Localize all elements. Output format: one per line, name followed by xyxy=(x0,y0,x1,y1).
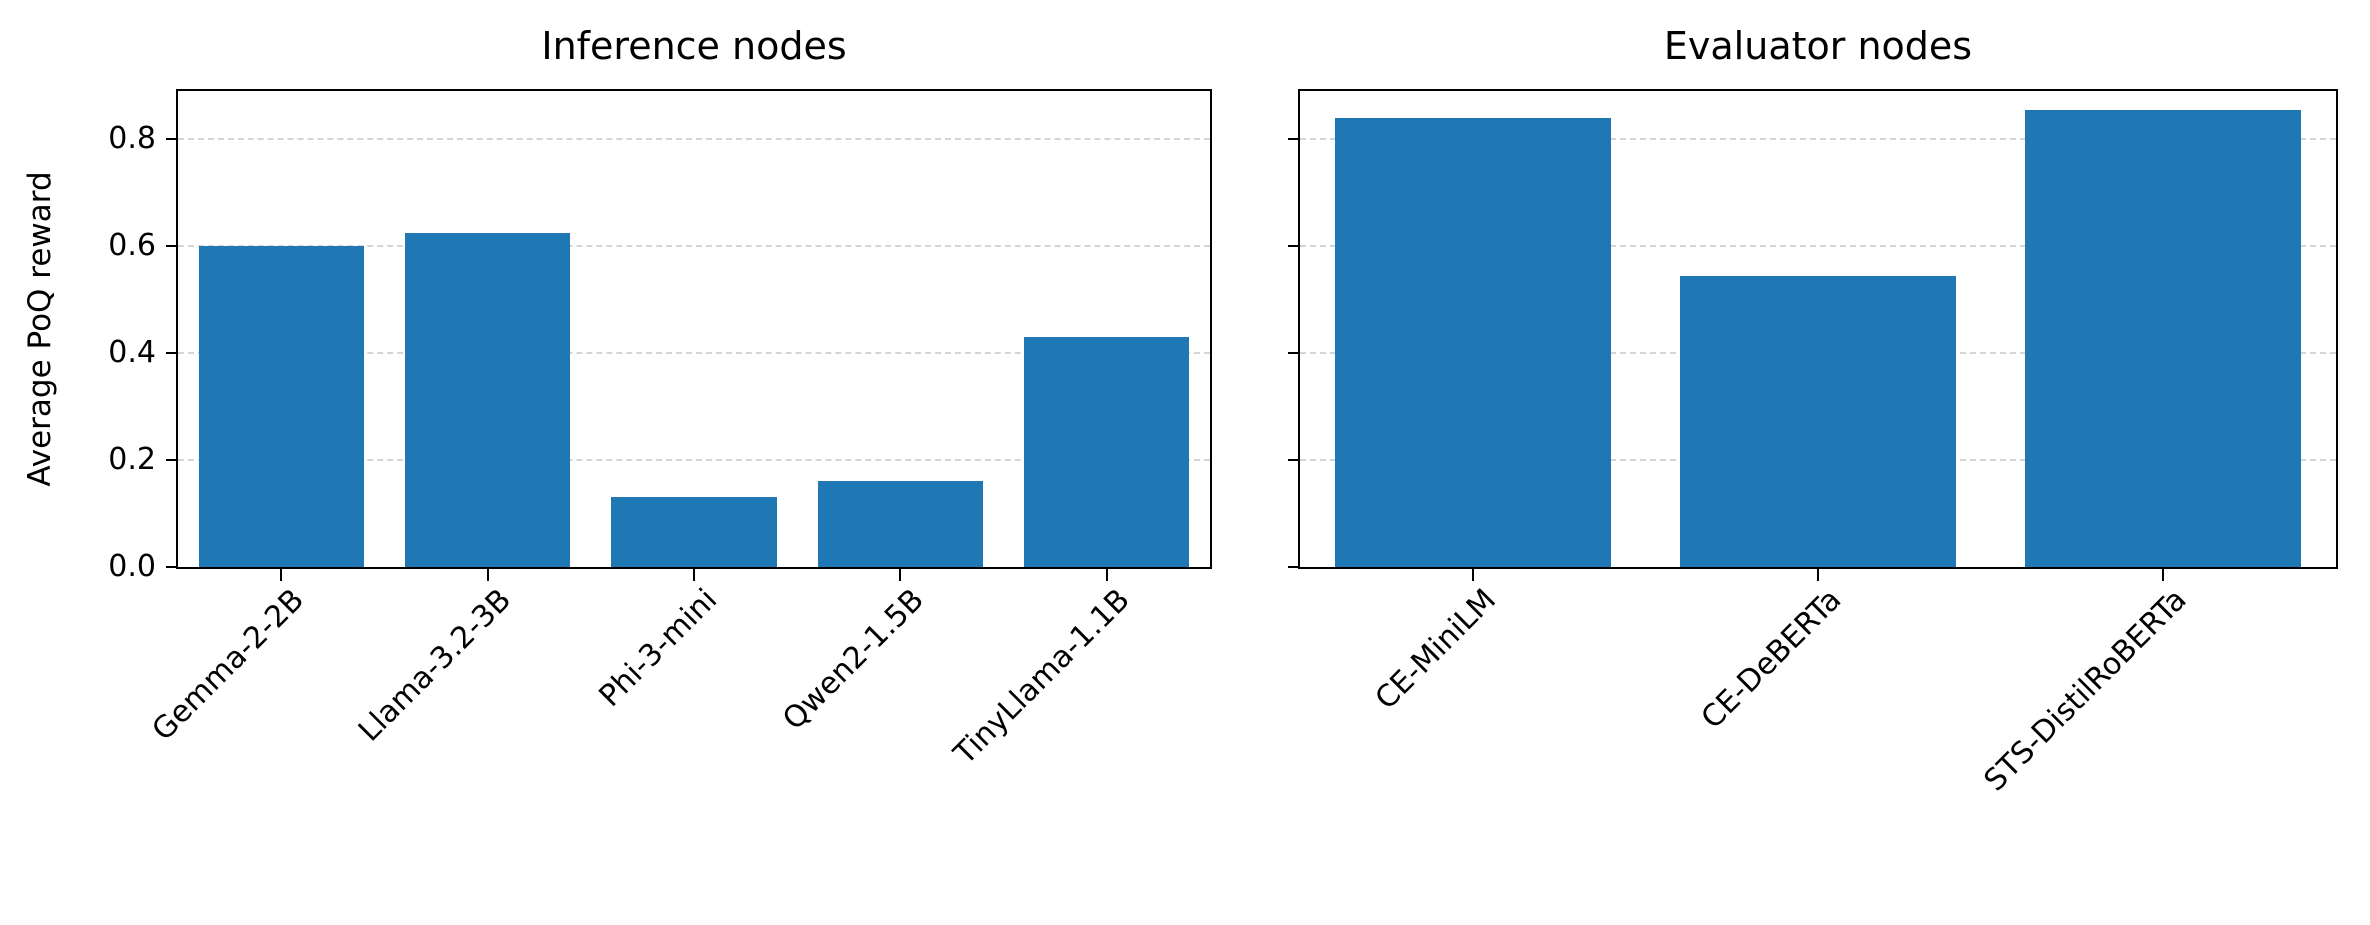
x-tick-mark xyxy=(899,569,902,581)
plot-area-2 xyxy=(1298,89,2338,569)
x-tick-mark xyxy=(1105,569,1108,581)
gridline xyxy=(1300,138,2336,141)
bar xyxy=(2025,109,2302,567)
gridline xyxy=(1300,245,2336,248)
bar xyxy=(405,232,571,567)
subplot-1-title: Inference nodes xyxy=(541,24,847,68)
gridline xyxy=(178,138,1210,141)
x-tick-mark xyxy=(1471,569,1474,581)
plot-area-1 xyxy=(176,89,1212,569)
x-tick-label: Phi-3-mini xyxy=(592,582,725,714)
x-tick-mark xyxy=(693,569,695,581)
gridline xyxy=(178,352,1210,355)
x-tick-mark xyxy=(1817,569,1819,581)
x-tick-label: CE-MiniLM xyxy=(1368,582,1503,717)
x-tick-label: TinyLlama-1.1B xyxy=(947,582,1137,772)
y-tick-label: 0.0 xyxy=(108,549,156,584)
bar xyxy=(198,246,364,567)
subplot-2-title: Evaluator nodes xyxy=(1663,24,1973,68)
x-tick-label: Llama-3.2-3B xyxy=(351,582,518,749)
x-tick-label: Qwen2-1.5B xyxy=(775,582,931,738)
y-tick-label: 0.8 xyxy=(108,121,156,157)
bar xyxy=(1679,275,1957,567)
x-tick-label: Gemma-2-2B xyxy=(145,582,312,748)
gridline xyxy=(178,459,1210,462)
bar xyxy=(611,497,777,567)
y-axis-label: Average PoQ reward xyxy=(22,171,58,487)
x-tick-mark xyxy=(2162,569,2165,581)
x-tick-mark xyxy=(280,569,283,581)
gridline xyxy=(178,245,1210,248)
bar xyxy=(1334,117,1611,567)
x-tick-label: STS-DistilRoBERTa xyxy=(1977,582,2194,799)
x-tick-label: CE-DeBERTa xyxy=(1694,582,1849,736)
bar xyxy=(817,481,983,567)
bar xyxy=(1024,337,1190,567)
x-tick-mark xyxy=(486,569,489,581)
